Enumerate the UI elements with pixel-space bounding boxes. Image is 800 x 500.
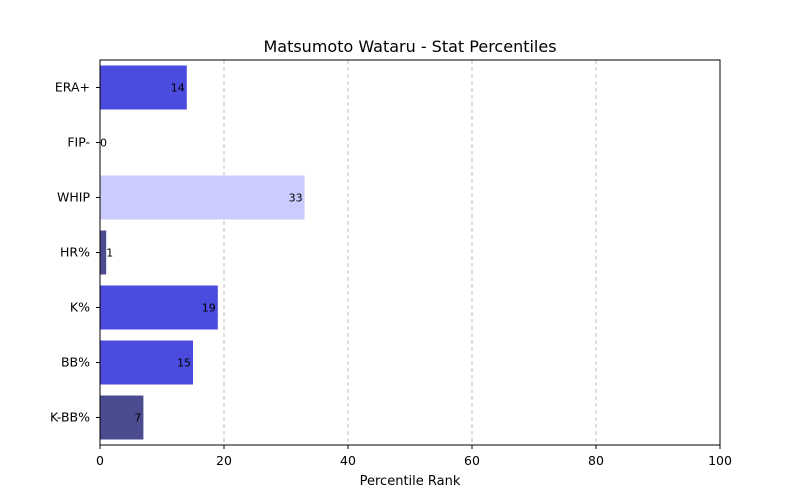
data-labels: 14 0 33 1 19 15 7: [100, 82, 303, 425]
x-tick-label: 0: [96, 453, 104, 468]
data-label: 14: [171, 82, 185, 95]
y-tick-label: K%: [70, 300, 90, 315]
bar-k-: [100, 285, 218, 330]
x-tick-label: 60: [464, 453, 480, 468]
data-label: 7: [134, 412, 141, 425]
x-tick-label: 80: [588, 453, 604, 468]
y-tick-label: ERA+: [55, 80, 90, 95]
y-tick-label: WHIP: [57, 190, 90, 205]
y-tick-label: FIP-: [67, 135, 90, 150]
bars: [100, 65, 305, 440]
data-label: 0: [100, 137, 107, 150]
plot-frame: [99, 59, 721, 446]
bar-bb-: [100, 340, 193, 385]
y-tick-label: HR%: [60, 245, 90, 260]
data-label: 33: [289, 192, 303, 205]
data-label: 1: [106, 247, 113, 260]
y-axis-ticks: ERA+ FIP- WHIP HR% K% BB% K-BB%: [50, 80, 100, 425]
y-tick-label: BB%: [61, 355, 90, 370]
x-axis-label: Percentile Rank: [360, 474, 461, 489]
data-label: 15: [177, 357, 191, 370]
x-tick-label: 20: [216, 453, 232, 468]
y-tick-label: K-BB%: [50, 410, 90, 425]
bar-k-bb-: [100, 395, 144, 440]
grid-lines: [223, 60, 597, 445]
x-tick-label: 40: [340, 453, 356, 468]
data-label: 19: [202, 302, 216, 315]
x-tick-label: 100: [708, 453, 732, 468]
bar-whip: [100, 175, 305, 220]
chart-title: Matsumoto Wataru - Stat Percentiles: [263, 37, 556, 56]
bar-era-: [100, 65, 187, 110]
bar-hr-: [100, 230, 107, 275]
x-axis-ticks: 0 20 40 60 80 100: [96, 445, 732, 468]
